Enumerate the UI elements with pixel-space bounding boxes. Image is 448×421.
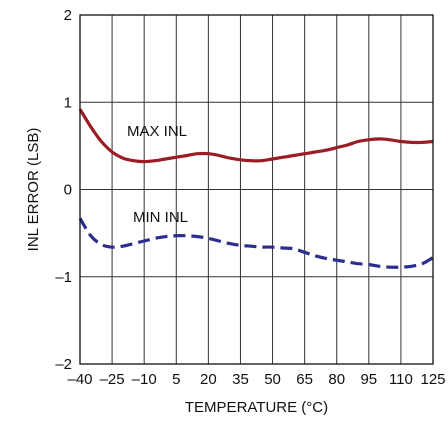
x-tick-label: 95 (360, 371, 377, 388)
x-axis-title: TEMPERATURE (°C) (185, 399, 328, 416)
x-tick-label: –10 (132, 371, 157, 388)
x-tick-label: 20 (200, 371, 217, 388)
grid-lines (80, 15, 433, 364)
x-tick-label: –40 (67, 371, 92, 388)
y-tick-label: 1 (64, 94, 72, 111)
y-tick-label: –2 (55, 356, 72, 373)
series-lines (78, 108, 434, 269)
min-inl-label: MIN INL (133, 209, 188, 226)
series-labels: MAX INL MIN INL (127, 123, 188, 226)
y-axis-title: INL ERROR (LSB) (25, 128, 42, 252)
x-tick-label: 35 (232, 371, 249, 388)
x-tick-labels: –40 –25 –10 5 20 35 50 65 80 95 110 125 (67, 371, 445, 388)
x-tick-label: 50 (264, 371, 281, 388)
y-tick-label: –1 (55, 269, 72, 286)
x-tick-label: 110 (389, 371, 413, 388)
max-inl-label: MAX INL (127, 123, 187, 140)
max-inl-line (78, 108, 434, 164)
plot-frame (79, 14, 434, 365)
x-tick-label: 5 (172, 371, 180, 388)
y-tick-labels: –2 –1 0 1 2 (55, 7, 72, 373)
y-tick-label: 0 (64, 182, 72, 199)
y-tick-label: 2 (64, 7, 72, 24)
x-tick-label: –25 (100, 371, 125, 388)
min-inl-line (78, 217, 434, 269)
x-tick-label: 80 (328, 371, 345, 388)
x-tick-label: 125 (420, 371, 445, 388)
x-tick-label: 65 (296, 371, 313, 388)
